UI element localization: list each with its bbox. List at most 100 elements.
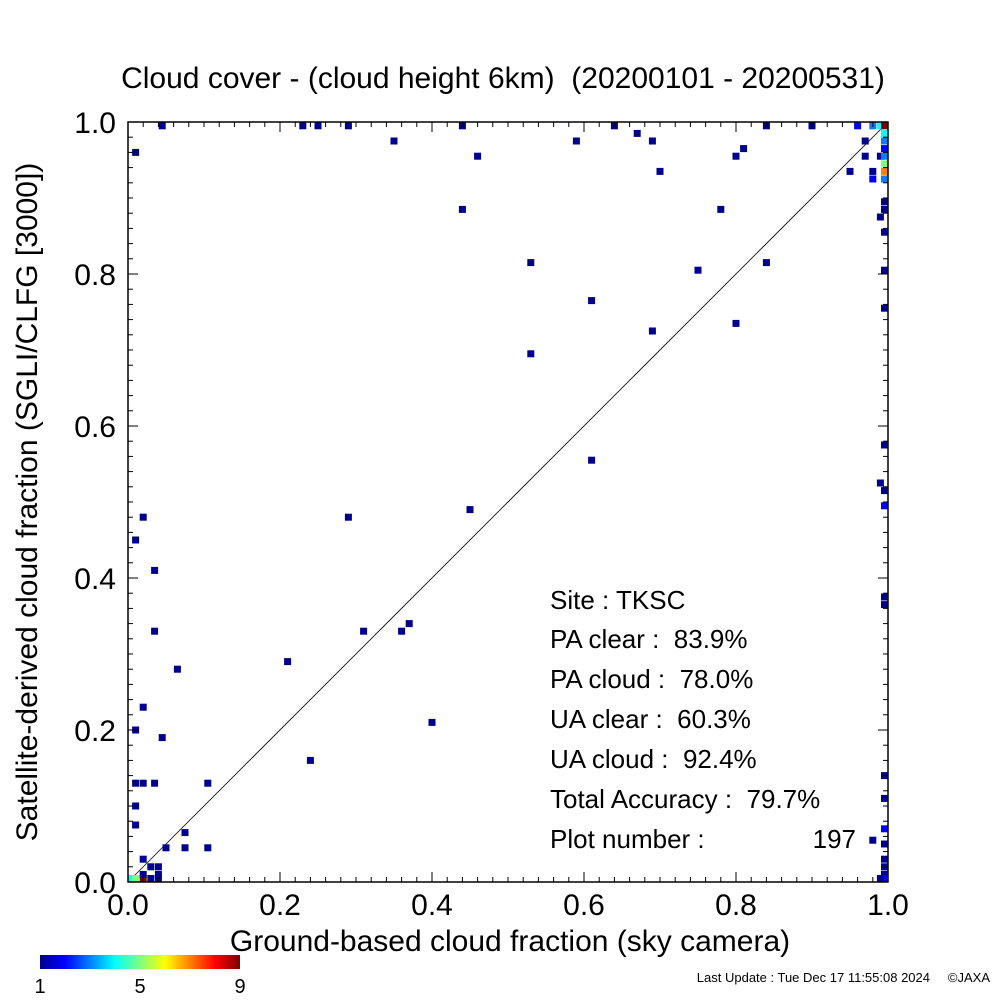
- data-cell: [173, 665, 181, 673]
- data-cell: [458, 205, 466, 213]
- y-tick-label: 0.2: [74, 715, 116, 748]
- data-cell: [732, 319, 740, 327]
- data-cell: [139, 513, 147, 521]
- data-cell: [284, 658, 292, 666]
- data-cell: [154, 863, 162, 871]
- data-cell: [876, 152, 884, 160]
- y-tick-label: 0.8: [74, 259, 116, 292]
- data-cell: [881, 502, 888, 510]
- colorbar-tick-label: 5: [134, 976, 145, 998]
- data-cell: [881, 840, 888, 848]
- data-cell: [132, 148, 140, 156]
- colorbar-gradient: [40, 955, 240, 969]
- data-cell: [588, 456, 596, 464]
- colorbar-tick-label: 1: [34, 976, 45, 998]
- data-cell: [881, 160, 888, 168]
- data-cell: [151, 627, 159, 635]
- axis-ticks: [127, 121, 889, 883]
- data-cell: [299, 122, 307, 130]
- stat-ua-clear: UA clear : 60.3%: [550, 704, 751, 734]
- stat-ua-cloud: UA cloud : 92.4%: [550, 744, 757, 774]
- y-axis-label: Satellite-derived cloud fraction (SGLI/C…: [11, 163, 44, 842]
- y-tick-labels: 0.0 0.2 0.4 0.6 0.8 1.0: [74, 107, 116, 900]
- data-cell: [881, 794, 888, 802]
- data-cell: [132, 821, 140, 829]
- data-cell: [881, 167, 888, 175]
- data-cell: [881, 129, 888, 137]
- data-cell: [147, 875, 155, 882]
- data-cell: [128, 875, 135, 882]
- data-cell: [881, 441, 888, 449]
- data-cell: [132, 779, 140, 787]
- data-cell: [648, 327, 656, 335]
- stat-site: Site : TKSC: [550, 585, 685, 615]
- data-cell: [204, 779, 212, 787]
- x-tick-label: 0.6: [563, 889, 605, 922]
- data-cell: [162, 844, 170, 852]
- data-cell: [881, 875, 888, 882]
- last-update-text: Last Update : Tue Dec 17 11:55:08 2024: [697, 970, 930, 985]
- x-tick-label: 0.2: [259, 889, 301, 922]
- stat-pa-clear: PA clear : 83.9%: [550, 624, 748, 654]
- data-cell: [881, 593, 888, 601]
- data-cell: [344, 122, 352, 130]
- stat-pa-cloud: PA cloud : 78.0%: [550, 664, 753, 694]
- data-cell: [881, 601, 888, 609]
- data-cell: [158, 734, 166, 742]
- data-cell: [139, 855, 147, 863]
- data-cell: [132, 802, 140, 810]
- data-cell: [694, 266, 702, 274]
- data-cell: [306, 756, 314, 764]
- data-cell: [881, 175, 888, 183]
- stat-plot-number-value: 197: [813, 824, 856, 854]
- data-cell: [527, 350, 535, 358]
- data-cell: [204, 844, 212, 852]
- data-cell: [876, 875, 884, 882]
- data-cell: [876, 479, 884, 487]
- data-cell: [151, 566, 159, 574]
- y-tick-label: 0.0: [74, 867, 116, 900]
- data-cell: [527, 259, 535, 267]
- x-tick-labels: 0.0 0.2 0.4 0.6 0.8 1.0: [107, 889, 909, 922]
- data-cell: [648, 137, 656, 145]
- data-cell: [876, 213, 884, 221]
- stat-total-accuracy: Total Accuracy : 79.7%: [550, 784, 820, 814]
- stats-box: Site : TKSC PA clear : 83.9% PA cloud : …: [550, 585, 856, 854]
- data-cell: [132, 536, 140, 544]
- data-cell: [740, 145, 748, 153]
- data-cell: [132, 875, 140, 882]
- data-cell: [881, 145, 888, 153]
- x-tick-label: 0.0: [107, 889, 149, 922]
- data-cell: [881, 870, 888, 878]
- data-cell: [861, 152, 869, 160]
- data-cell: [154, 870, 162, 878]
- data-cell: [360, 627, 368, 635]
- data-cell: [474, 152, 482, 160]
- data-cell: [181, 829, 189, 837]
- stat-plot-number-label: Plot number :: [550, 824, 705, 854]
- data-cell: [881, 205, 888, 213]
- data-cell: [881, 137, 888, 145]
- data-cell: [139, 779, 147, 787]
- points-layer: [128, 122, 888, 882]
- x-axis-label: Ground-based cloud fraction (sky camera): [230, 925, 790, 958]
- data-cell: [390, 137, 398, 145]
- x-tick-label: 1.0: [867, 889, 909, 922]
- data-cell: [881, 122, 888, 130]
- data-cell: [881, 228, 888, 236]
- data-cell: [881, 825, 888, 833]
- reference-line: [127, 121, 889, 883]
- data-cell: [869, 167, 877, 175]
- data-cell: [158, 122, 166, 130]
- chart-title: Cloud cover - (cloud height 6km) (202001…: [121, 62, 885, 95]
- data-cell: [881, 487, 888, 495]
- y-tick-label: 0.4: [74, 563, 116, 596]
- data-cell: [147, 863, 155, 871]
- data-cell: [181, 844, 189, 852]
- data-cell: [846, 167, 854, 175]
- data-cell: [762, 259, 770, 267]
- data-cell: [344, 513, 352, 521]
- plot-area: [127, 121, 889, 883]
- data-cell: [428, 718, 436, 726]
